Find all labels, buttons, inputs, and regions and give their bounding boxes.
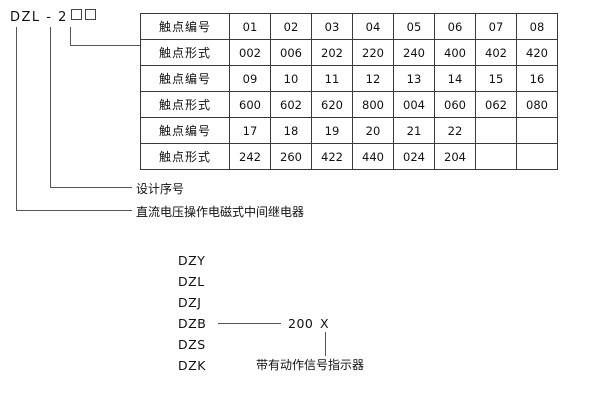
leader-line-product-horizontal — [16, 210, 132, 211]
table-row-label: 触点编号 — [140, 65, 230, 92]
series-note-line — [325, 332, 326, 356]
table-cell: 02 — [270, 13, 312, 40]
table-cell: 06 — [434, 13, 476, 40]
table-cell: 12 — [352, 65, 394, 92]
table-cell: 03 — [311, 13, 353, 40]
table-cell: 16 — [516, 65, 558, 92]
leader-line-design-vertical — [50, 27, 51, 187]
table-cell: 002 — [229, 39, 271, 66]
series-item-5: DZK — [178, 358, 206, 373]
leader-label-product-name: 直流电压操作电磁式中间继电器 — [136, 205, 305, 219]
table-row-label: 触点形式 — [140, 143, 230, 170]
series-suffix-note: 带有动作信号指示器 — [256, 358, 365, 372]
table-cell — [475, 143, 517, 170]
table-cell: 800 — [352, 91, 394, 118]
table-cell: 024 — [393, 143, 435, 170]
table-cell: 240 — [393, 39, 435, 66]
table-cell: 13 — [393, 65, 435, 92]
table-row-label: 触点形式 — [140, 91, 230, 118]
contact-table-body: 触点编号 01 02 03 04 05 06 07 08 触点形式 002 006 202 220 240 4… — [140, 13, 558, 170]
table-cell: 01 — [229, 13, 271, 40]
table-cell — [516, 143, 558, 170]
series-item-2: DZJ — [178, 295, 202, 310]
table-cell: 440 — [352, 143, 394, 170]
table-cell: 07 — [475, 13, 517, 40]
table-cell: 204 — [434, 143, 476, 170]
table-cell: 220 — [352, 39, 394, 66]
table-cell: 402 — [475, 39, 517, 66]
series-item-1: DZL — [178, 274, 205, 289]
table-cell: 260 — [270, 143, 312, 170]
leader-label-design-sequence: 设计序号 — [136, 182, 185, 196]
table-cell: 620 — [311, 91, 353, 118]
table-cell: 080 — [516, 91, 558, 118]
contact-table: 触点编号 01 02 03 04 05 06 07 08 触点形式 002 006 202 220 240 4… — [140, 13, 558, 170]
table-cell: 004 — [393, 91, 435, 118]
model-code-box-1 — [70, 9, 82, 20]
table-cell: 08 — [516, 13, 558, 40]
series-item-3: DZB — [178, 316, 207, 331]
table-row: 触点形式 002 006 202 220 240 400 402 420 — [140, 39, 558, 66]
table-cell: 04 — [352, 13, 394, 40]
table-cell: 202 — [311, 39, 353, 66]
table-row: 触点编号 09 10 11 12 13 14 15 16 — [140, 65, 558, 92]
table-cell: 400 — [434, 39, 476, 66]
table-row-label: 触点编号 — [140, 117, 230, 144]
table-row: 触点编号 17 18 19 20 21 22 — [140, 117, 558, 144]
table-cell — [516, 117, 558, 144]
model-code-box-2 — [84, 9, 96, 20]
table-cell: 21 — [393, 117, 435, 144]
table-cell: 18 — [270, 117, 312, 144]
table-row: 触点形式 600 602 620 800 004 060 062 080 — [140, 91, 558, 118]
leader-line-design-horizontal — [50, 187, 132, 188]
table-cell: 060 — [434, 91, 476, 118]
table-cell: 600 — [229, 91, 271, 118]
table-cell: 602 — [270, 91, 312, 118]
series-connector-line — [218, 323, 281, 324]
table-cell: 22 — [434, 117, 476, 144]
table-cell: 19 — [311, 117, 353, 144]
model-code-prefix: DZL - 2 — [10, 10, 68, 25]
table-cell: 20 — [352, 117, 394, 144]
table-row-label: 触点编号 — [140, 13, 230, 40]
table-row: 触点编号 01 02 03 04 05 06 07 08 — [140, 13, 558, 40]
table-cell — [475, 117, 517, 144]
table-cell: 17 — [229, 117, 271, 144]
table-row-label: 触点形式 — [140, 39, 230, 66]
series-item-0: DZY — [178, 253, 206, 268]
series-suffix-number: 200 — [288, 316, 314, 331]
model-code: DZL - 2 — [10, 9, 96, 25]
leader-line-boxes-horizontal — [70, 45, 140, 46]
table-cell: 242 — [229, 143, 271, 170]
leader-line-boxes-vertical — [70, 27, 71, 45]
table-cell: 006 — [270, 39, 312, 66]
series-item-4: DZS — [178, 337, 206, 352]
table-cell: 15 — [475, 65, 517, 92]
table-row: 触点形式 242 260 422 440 024 204 — [140, 143, 558, 170]
table-cell: 05 — [393, 13, 435, 40]
table-cell: 062 — [475, 91, 517, 118]
table-cell: 422 — [311, 143, 353, 170]
table-cell: 09 — [229, 65, 271, 92]
table-cell: 11 — [311, 65, 353, 92]
table-cell: 14 — [434, 65, 476, 92]
series-suffix-letter: X — [320, 316, 330, 331]
leader-line-product-vertical — [16, 27, 17, 210]
table-cell: 10 — [270, 65, 312, 92]
table-cell: 420 — [516, 39, 558, 66]
